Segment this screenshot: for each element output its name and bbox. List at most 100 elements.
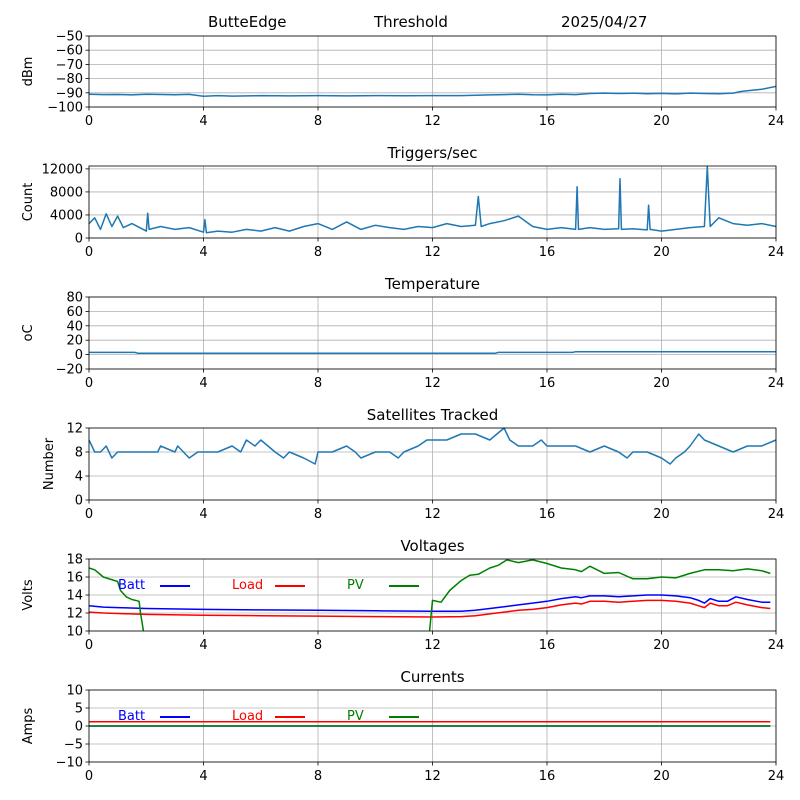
x-tick-label: 24 bbox=[768, 114, 785, 129]
series-line bbox=[88, 567, 145, 632]
x-tick-label: 20 bbox=[653, 245, 670, 260]
y-tick-label: 5 bbox=[75, 702, 83, 717]
x-tick-label: 20 bbox=[653, 507, 670, 522]
x-tick-label: 0 bbox=[85, 114, 93, 129]
y-tick-label: 4000 bbox=[50, 208, 83, 223]
y-tick-label: 80 bbox=[66, 291, 83, 306]
series-line bbox=[88, 594, 771, 612]
y-tick-label: 10 bbox=[66, 625, 83, 640]
y-tick-label: 8 bbox=[75, 446, 83, 461]
y-tick-label: −90 bbox=[56, 86, 83, 101]
x-tick-label: 16 bbox=[539, 114, 556, 129]
x-tick-label: 8 bbox=[314, 245, 322, 260]
y-axis-label: Count bbox=[21, 183, 36, 222]
x-tick-label: 4 bbox=[199, 507, 207, 522]
y-tick-label: 12 bbox=[66, 607, 83, 622]
x-tick-label: 4 bbox=[199, 769, 207, 784]
x-tick-label: 12 bbox=[424, 245, 441, 260]
series-line bbox=[89, 350, 776, 354]
x-tick-label: 8 bbox=[314, 507, 322, 522]
x-tick-label: 0 bbox=[85, 507, 93, 522]
y-tick-label: −100 bbox=[47, 101, 83, 116]
y-tick-label: 0 bbox=[75, 232, 83, 247]
x-tick-label: 0 bbox=[85, 638, 93, 653]
x-tick-label: 16 bbox=[539, 507, 556, 522]
y-tick-label: 40 bbox=[66, 319, 83, 334]
x-tick-label: 20 bbox=[653, 638, 670, 653]
trigger-mode: Threshold bbox=[373, 13, 448, 31]
chart-title: Currents bbox=[400, 668, 464, 686]
x-tick-label: 24 bbox=[768, 245, 785, 260]
y-axis-label: Number bbox=[42, 437, 57, 490]
chart-panel: 0 4 8 12 16 20 24 −10 −5 0 5 10 Currents Amps Batt Load… bbox=[21, 668, 784, 784]
y-tick-label: −20 bbox=[56, 363, 83, 378]
x-tick-label: 4 bbox=[199, 376, 207, 391]
legend-label: PV bbox=[347, 578, 364, 593]
x-tick-label: 12 bbox=[424, 769, 441, 784]
y-axis-label: oC bbox=[21, 324, 36, 341]
x-tick-label: 16 bbox=[539, 769, 556, 784]
series-line bbox=[88, 599, 771, 618]
legend-label: Load bbox=[232, 578, 263, 593]
x-tick-label: 8 bbox=[314, 638, 322, 653]
x-tick-label: 12 bbox=[424, 114, 441, 129]
chart-title: Triggers/sec bbox=[387, 144, 478, 162]
x-tick-label: 12 bbox=[424, 376, 441, 391]
chart-panel: 0 4 8 12 16 20 24 10 12 14 16 18 Voltages Volts Batt Lo… bbox=[21, 537, 784, 653]
y-tick-label: 0 bbox=[75, 348, 83, 363]
y-tick-label: 12000 bbox=[42, 162, 83, 177]
y-axis-label: Volts bbox=[21, 579, 36, 611]
series-line bbox=[88, 85, 777, 98]
x-tick-label: 24 bbox=[768, 638, 785, 653]
chart-title: Temperature bbox=[384, 275, 480, 293]
series-line bbox=[88, 165, 777, 234]
y-tick-label: −50 bbox=[56, 30, 83, 45]
x-tick-label: 0 bbox=[85, 769, 93, 784]
x-tick-label: 16 bbox=[539, 376, 556, 391]
chart-panel: 0 4 8 12 16 20 24 0 4 8 12 Satellites Tracked Number bbox=[42, 406, 784, 522]
x-tick-label: 20 bbox=[653, 769, 670, 784]
series-line bbox=[88, 427, 777, 465]
y-tick-label: 8000 bbox=[50, 185, 83, 200]
x-tick-label: 12 bbox=[424, 638, 441, 653]
y-tick-label: 12 bbox=[66, 422, 83, 437]
y-tick-label: 14 bbox=[66, 589, 83, 604]
chart-title: Satellites Tracked bbox=[367, 406, 498, 424]
series-line bbox=[428, 559, 771, 632]
station-name: ButteEdge bbox=[208, 13, 287, 31]
y-tick-label: 60 bbox=[66, 305, 83, 320]
x-tick-label: 20 bbox=[653, 376, 670, 391]
y-tick-label: 10 bbox=[66, 684, 83, 699]
report-date: 2025/04/27 bbox=[561, 13, 647, 31]
y-tick-label: −70 bbox=[56, 58, 83, 73]
y-tick-label: 0 bbox=[75, 720, 83, 735]
chart-panel: 0 4 8 12 16 20 24 −100−90−80−70−60−50 dBm bbox=[21, 30, 784, 130]
x-tick-label: 24 bbox=[768, 507, 785, 522]
x-tick-label: 16 bbox=[539, 638, 556, 653]
y-tick-label: 20 bbox=[66, 334, 83, 349]
y-axis-label: Amps bbox=[21, 707, 36, 744]
x-tick-label: 24 bbox=[768, 376, 785, 391]
x-tick-label: 8 bbox=[314, 376, 322, 391]
y-tick-label: 4 bbox=[75, 470, 83, 485]
y-tick-label: 18 bbox=[66, 553, 83, 568]
y-tick-label: −60 bbox=[56, 44, 83, 59]
x-tick-label: 12 bbox=[424, 507, 441, 522]
x-tick-label: 4 bbox=[199, 245, 207, 260]
y-tick-label: −5 bbox=[64, 738, 83, 753]
y-tick-label: 16 bbox=[66, 571, 83, 586]
legend-label: Batt bbox=[118, 578, 145, 593]
y-tick-label: −10 bbox=[56, 756, 83, 771]
x-tick-label: 20 bbox=[653, 114, 670, 129]
chart-panel: 0 4 8 12 16 20 24 0 4000 8000 12000 Triggers/sec Cou… bbox=[21, 144, 784, 260]
x-tick-label: 24 bbox=[768, 769, 785, 784]
x-tick-label: 0 bbox=[85, 245, 93, 260]
x-tick-label: 4 bbox=[199, 114, 207, 129]
legend-label: Load bbox=[232, 709, 263, 724]
chart-title: Voltages bbox=[400, 537, 464, 555]
x-tick-label: 8 bbox=[314, 114, 322, 129]
y-axis-label: dBm bbox=[21, 57, 36, 87]
y-tick-label: 0 bbox=[75, 494, 83, 509]
